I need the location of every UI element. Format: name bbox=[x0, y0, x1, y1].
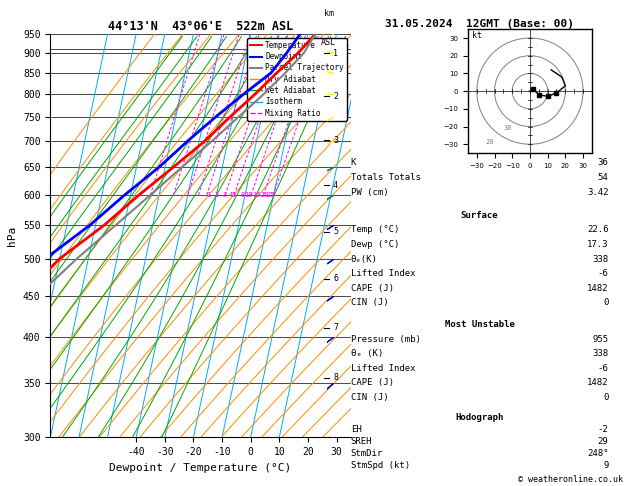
Text: Hodograph: Hodograph bbox=[455, 413, 504, 422]
Text: θₑ (K): θₑ (K) bbox=[351, 349, 383, 358]
Text: -6: -6 bbox=[598, 269, 608, 278]
Text: 2: 2 bbox=[214, 192, 218, 198]
Text: 8: 8 bbox=[240, 192, 244, 198]
Text: 955: 955 bbox=[593, 335, 608, 344]
Text: 1: 1 bbox=[206, 192, 210, 198]
Text: kt: kt bbox=[472, 31, 482, 40]
Text: 338: 338 bbox=[593, 255, 608, 263]
Text: 29: 29 bbox=[598, 437, 608, 446]
Text: StmSpd (kt): StmSpd (kt) bbox=[351, 461, 410, 470]
Text: 54: 54 bbox=[598, 173, 608, 182]
Text: 9: 9 bbox=[603, 461, 608, 470]
X-axis label: Dewpoint / Temperature (°C): Dewpoint / Temperature (°C) bbox=[109, 463, 292, 473]
Text: SREH: SREH bbox=[351, 437, 372, 446]
Text: 5: 5 bbox=[333, 227, 338, 236]
Text: 22.6: 22.6 bbox=[587, 226, 608, 234]
Text: StmDir: StmDir bbox=[351, 449, 383, 458]
Text: 17.3: 17.3 bbox=[587, 240, 608, 249]
Legend: Temperature, Dewpoint, Parcel Trajectory, Dry Adiabat, Wet Adiabat, Isotherm, Mi: Temperature, Dewpoint, Parcel Trajectory… bbox=[247, 38, 347, 121]
Text: PW (cm): PW (cm) bbox=[351, 188, 389, 197]
Text: 248°: 248° bbox=[587, 449, 608, 458]
Text: 36: 36 bbox=[598, 158, 608, 167]
Text: 1: 1 bbox=[333, 49, 338, 58]
Text: © weatheronline.co.uk: © weatheronline.co.uk bbox=[518, 474, 623, 484]
Text: CIN (J): CIN (J) bbox=[351, 393, 389, 402]
Text: 30: 30 bbox=[503, 125, 512, 131]
Text: 1482: 1482 bbox=[587, 284, 608, 293]
Text: 0: 0 bbox=[603, 393, 608, 402]
Text: 0: 0 bbox=[603, 298, 608, 307]
Text: 31.05.2024  12GMT (Base: 00): 31.05.2024 12GMT (Base: 00) bbox=[385, 19, 574, 30]
Text: Lifted Index: Lifted Index bbox=[351, 269, 415, 278]
Text: 25: 25 bbox=[267, 192, 275, 198]
Text: 6: 6 bbox=[333, 275, 338, 283]
Text: CIN (J): CIN (J) bbox=[351, 298, 389, 307]
Text: 15: 15 bbox=[252, 192, 261, 198]
Text: 338: 338 bbox=[593, 349, 608, 358]
Text: 3.42: 3.42 bbox=[587, 188, 608, 197]
Text: Totals Totals: Totals Totals bbox=[351, 173, 421, 182]
Text: 7: 7 bbox=[333, 323, 338, 332]
Text: 4: 4 bbox=[333, 181, 338, 190]
Text: CAPE (J): CAPE (J) bbox=[351, 284, 394, 293]
Text: 8: 8 bbox=[333, 373, 338, 382]
Text: 5: 5 bbox=[231, 192, 236, 198]
Text: EH: EH bbox=[351, 425, 362, 434]
Text: Most Unstable: Most Unstable bbox=[445, 320, 515, 329]
Text: CAPE (J): CAPE (J) bbox=[351, 379, 394, 387]
Text: 20: 20 bbox=[261, 192, 269, 198]
Title: 44°13'N  43°06'E  522m ASL: 44°13'N 43°06'E 522m ASL bbox=[108, 20, 293, 33]
Text: 2: 2 bbox=[333, 92, 338, 101]
Text: LCL: LCL bbox=[335, 39, 349, 48]
Text: km: km bbox=[324, 9, 333, 18]
Text: Lifted Index: Lifted Index bbox=[351, 364, 415, 373]
Text: 20: 20 bbox=[486, 139, 494, 145]
Text: Dewp (°C): Dewp (°C) bbox=[351, 240, 399, 249]
Text: ASL: ASL bbox=[321, 38, 336, 47]
Text: 3: 3 bbox=[333, 136, 338, 145]
Text: 3: 3 bbox=[223, 192, 227, 198]
Y-axis label: hPa: hPa bbox=[8, 226, 18, 246]
Text: θₑ(K): θₑ(K) bbox=[351, 255, 377, 263]
Text: Pressure (mb): Pressure (mb) bbox=[351, 335, 421, 344]
Text: 4: 4 bbox=[228, 192, 233, 198]
Text: -2: -2 bbox=[598, 425, 608, 434]
Text: Temp (°C): Temp (°C) bbox=[351, 226, 399, 234]
Text: -6: -6 bbox=[598, 364, 608, 373]
Text: K: K bbox=[351, 158, 356, 167]
Text: 1482: 1482 bbox=[587, 379, 608, 387]
Text: 10: 10 bbox=[243, 192, 252, 198]
Text: Surface: Surface bbox=[461, 211, 498, 220]
